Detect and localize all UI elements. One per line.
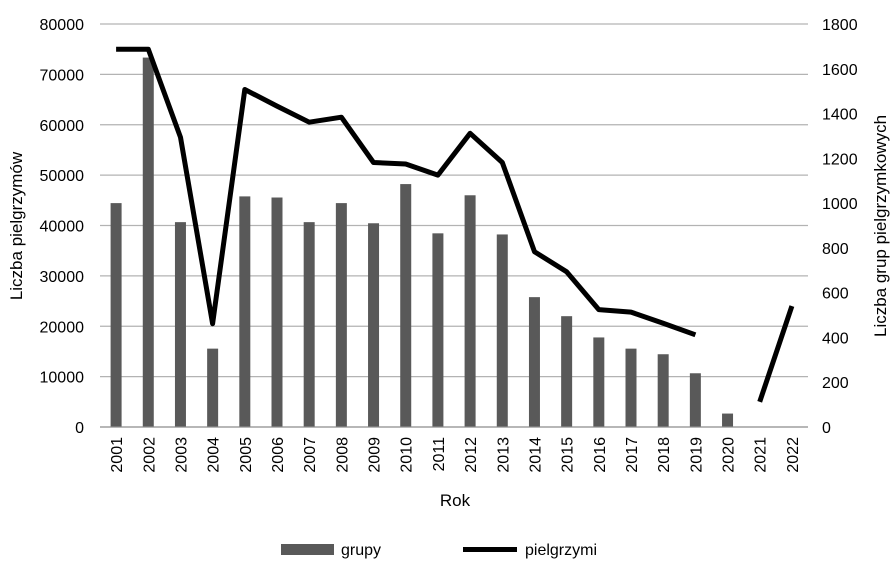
y-axis-title: Liczba pielgrzymów: [7, 151, 26, 300]
x-tick-label: 2004: [206, 437, 223, 473]
bar-grupy-2004: [207, 348, 219, 427]
y2-tick-label: 0: [822, 420, 831, 437]
y2-tick-label: 1000: [822, 196, 858, 213]
x-axis-title: Rok: [440, 491, 471, 510]
bar-grupy-2010: [400, 184, 412, 427]
y2-tick-label: 1400: [822, 107, 858, 124]
bar-series-grupy: [110, 57, 734, 427]
line-series-pielgrzymi: [115, 46, 795, 403]
bar-grupy-2019: [689, 373, 701, 427]
x-tick-label: 2002: [141, 437, 158, 473]
bar-grupy-2020: [722, 413, 734, 427]
y2-tick-label: 800: [822, 241, 849, 258]
x-tick-label: 2001: [109, 437, 126, 473]
y2-axis-title: Liczba grup pielgrzymkowych: [871, 115, 890, 337]
y-tick-label: 50000: [40, 168, 85, 185]
bar-grupy-2013: [496, 234, 508, 427]
x-tick-label: 2016: [592, 437, 609, 473]
x-tick-label: 2015: [560, 437, 577, 473]
line-segment-pielgrzymi-1: [757, 305, 795, 403]
legend: grupy pielgrzymi: [281, 542, 597, 559]
y2-tick-label: 200: [822, 375, 849, 392]
bar-grupy-2007: [303, 222, 315, 427]
x-tick-label: 2012: [463, 437, 480, 473]
x-tick-label: 2011: [431, 437, 448, 472]
y2-tick-label: 600: [822, 286, 849, 303]
x-tick-label: 2005: [238, 437, 255, 473]
bar-grupy-2001: [110, 203, 122, 427]
x-tick-label: 2020: [721, 437, 738, 473]
y2-tick-label: 1800: [822, 17, 858, 34]
bar-grupy-2005: [239, 196, 251, 427]
bar-grupy-2011: [432, 233, 444, 427]
y-tick-label: 30000: [40, 269, 85, 286]
y2-tick-label: 400: [822, 330, 849, 347]
bar-grupy-2006: [271, 197, 283, 427]
y-tick-label: 40000: [40, 219, 85, 236]
bar-grupy-2016: [593, 337, 605, 427]
y-tick-label: 20000: [40, 319, 85, 336]
y-tick-label: 0: [75, 420, 84, 437]
x-tick-label: 2017: [624, 437, 641, 473]
x-tick-label: 2006: [270, 437, 287, 473]
x-tick-label: 2003: [173, 437, 190, 473]
bar-grupy-2012: [464, 195, 476, 427]
bar-grupy-2003: [174, 222, 186, 427]
gridlines: [100, 23, 808, 378]
bar-grupy-2018: [657, 354, 669, 427]
tick-labels: 0100002000030000400005000060000700008000…: [40, 17, 858, 473]
legend-label-grupy: grupy: [341, 542, 381, 559]
bar-grupy-2014: [528, 297, 540, 427]
bar-grupy-2015: [561, 316, 573, 427]
bar-grupy-2017: [625, 348, 637, 427]
x-tick-label: 2022: [785, 437, 802, 473]
y-tick-label: 10000: [40, 370, 85, 387]
x-tick-label: 2008: [334, 437, 351, 473]
y-tick-label: 60000: [40, 118, 85, 135]
x-tick-label: 2010: [399, 437, 416, 473]
x-tick-label: 2018: [656, 437, 673, 473]
x-tick-label: 2021: [753, 437, 770, 473]
x-tick-label: 2009: [367, 437, 384, 473]
x-tick-label: 2019: [688, 437, 705, 473]
y-tick-label: 80000: [40, 17, 85, 34]
y2-tick-label: 1200: [822, 151, 858, 168]
legend-label-pielgrzymi: pielgrzymi: [525, 542, 597, 559]
bar-grupy-2008: [335, 203, 347, 427]
bar-grupy-2002: [142, 57, 154, 427]
x-tick-label: 2014: [527, 437, 544, 473]
x-tick-label: 2007: [302, 437, 319, 473]
legend-swatch-grupy: [281, 544, 334, 555]
y2-tick-label: 1600: [822, 62, 858, 79]
x-tick-label: 2013: [495, 437, 512, 473]
bar-grupy-2009: [368, 223, 380, 427]
y-tick-label: 70000: [40, 67, 85, 84]
